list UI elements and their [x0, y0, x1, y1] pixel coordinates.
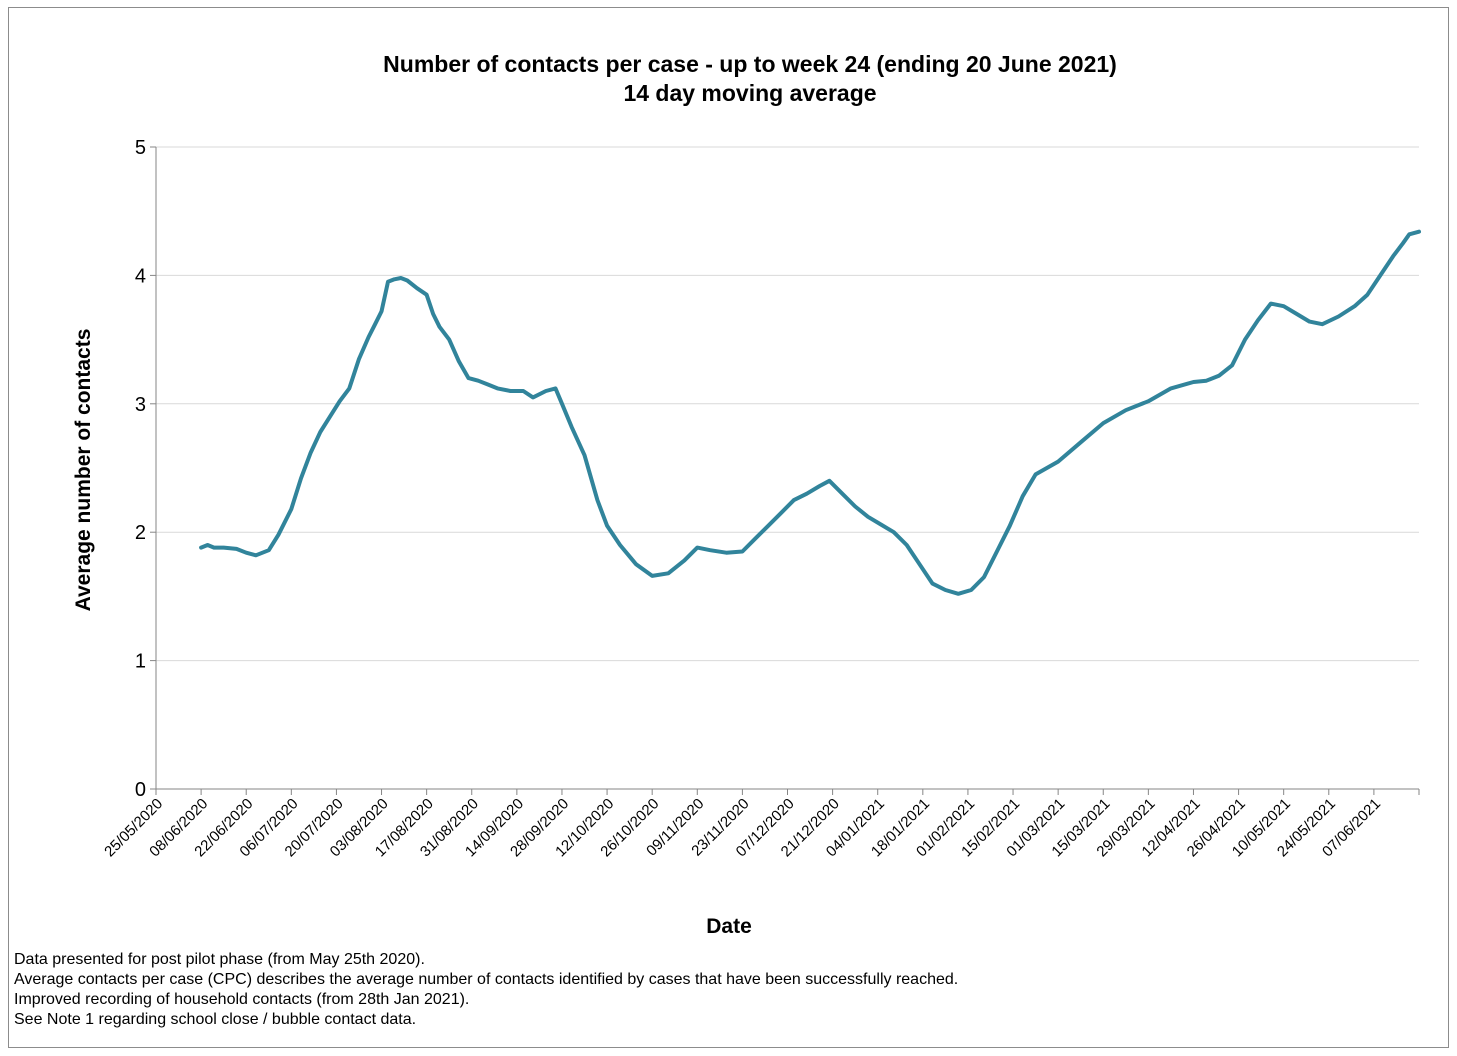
y-axis-title: Average number of contacts — [72, 329, 95, 612]
footnote-1: Data presented for post pilot phase (fro… — [14, 951, 425, 968]
footnote-3: Improved recording of household contacts… — [14, 991, 470, 1008]
x-tick-labels: 25/05/202008/06/202022/06/202006/07/2020… — [101, 795, 1384, 860]
axes — [150, 146, 1420, 795]
gridlines — [156, 146, 1419, 662]
footnote-2: Average contacts per case (CPC) describe… — [14, 971, 959, 988]
chart-title: Number of contacts per case - up to week… — [383, 51, 1117, 77]
y-tick-label-1: 1 — [135, 651, 146, 673]
y-tick-label-4: 4 — [135, 265, 146, 287]
footnote-4: See Note 1 regarding school close / bubb… — [14, 1011, 417, 1028]
y-tick-label-3: 3 — [135, 394, 146, 416]
footnotes: Data presented for post pilot phase (fro… — [14, 950, 958, 1030]
series-layer — [199, 229, 1421, 596]
chart-subtitle: 14 day moving average — [623, 80, 877, 106]
y-tick-labels: 0 1 2 3 4 5 — [135, 137, 146, 801]
chart-title-block: Number of contacts per case - up to week… — [0, 50, 1457, 108]
chart-frame — [8, 7, 1449, 1048]
series-line — [199, 229, 1421, 596]
y-tick-label-5: 5 — [135, 137, 146, 159]
y-tick-label-0: 0 — [135, 779, 146, 801]
y-tick-label-2: 2 — [135, 522, 146, 544]
x-axis-title: Date — [706, 915, 752, 938]
